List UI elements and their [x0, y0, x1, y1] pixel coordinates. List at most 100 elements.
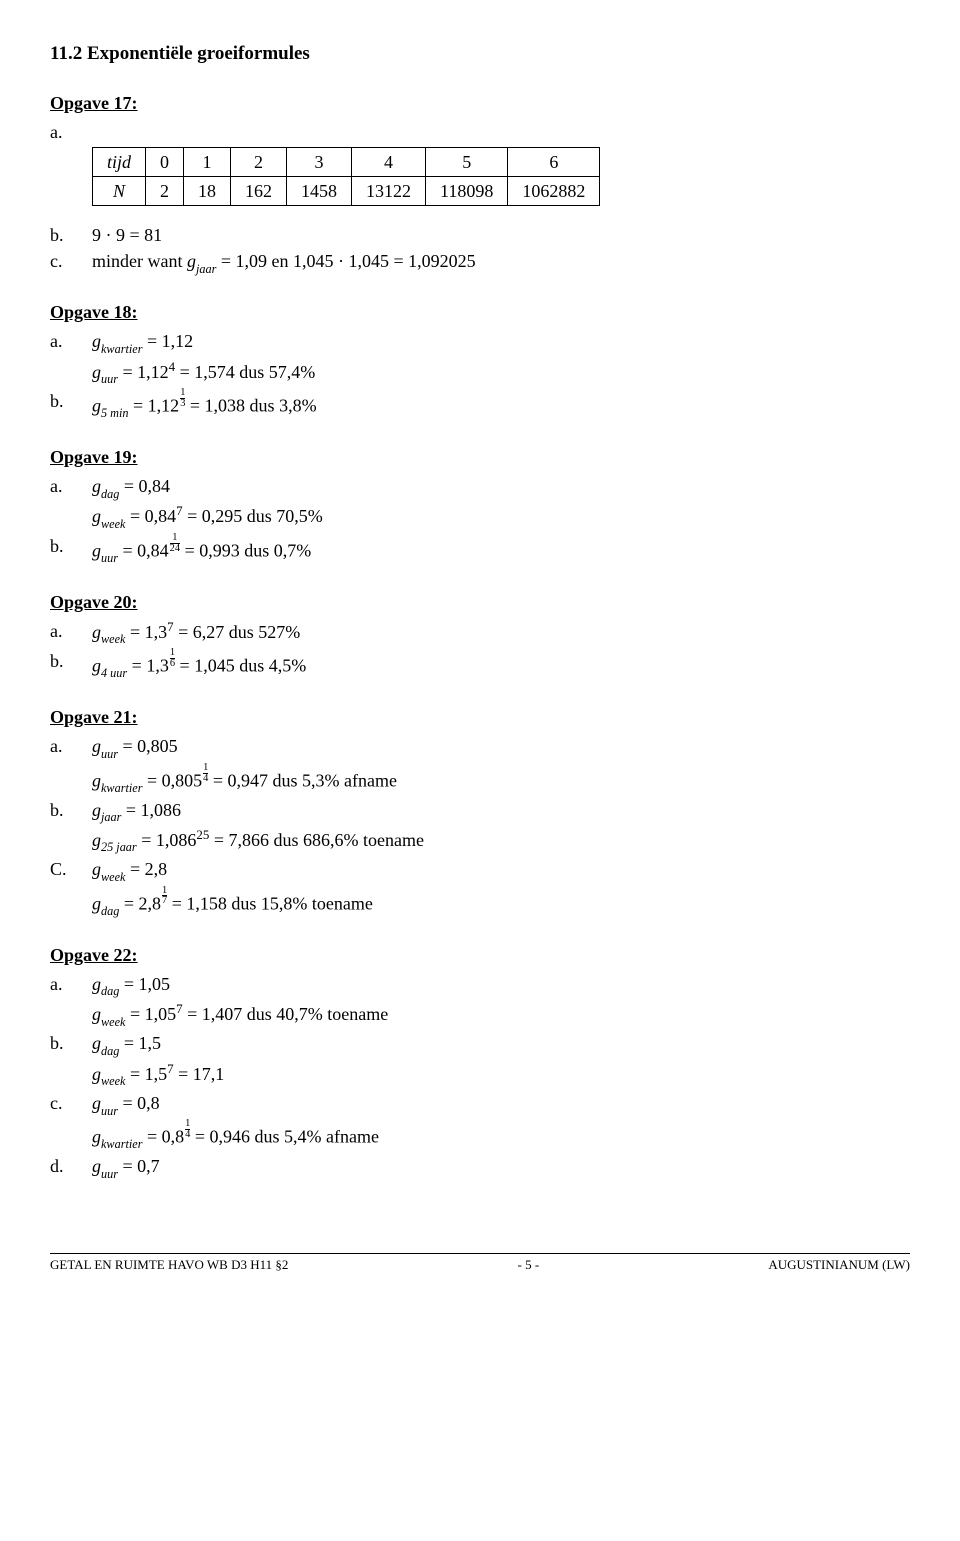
answer-letter: c.: [50, 248, 92, 274]
answer-letter: b.: [50, 533, 92, 559]
text: = 0,805: [118, 736, 178, 756]
opg22-c: c. guur = 0,8: [50, 1090, 910, 1119]
answer-body: guur = 0,805: [92, 733, 910, 762]
text: = 6,27 dus 527%: [174, 622, 301, 642]
subscript: uur: [101, 551, 118, 565]
answer-letter: a.: [50, 733, 92, 759]
text: = 1,09 en 1,045 · 1,045 = 1,092025: [216, 251, 475, 271]
subscript: kwartier: [101, 342, 142, 356]
text: = 1,05: [125, 1004, 176, 1024]
opg17-a: a.: [50, 119, 910, 145]
var-g: g: [92, 1064, 101, 1084]
var-g: g: [92, 830, 101, 850]
opg22-b-line2: gweek = 1,57 = 17,1: [50, 1060, 910, 1090]
section-title: 11.2 Exponentiële groeiformules: [50, 40, 910, 68]
table-cell: 2: [231, 147, 287, 176]
footer-left: GETAL EN RUIMTE HAVO WB D3 H11 §2: [50, 1256, 288, 1275]
opg21-a: a. guur = 0,805: [50, 733, 910, 762]
table-cell: tijd: [93, 147, 146, 176]
text: = 17,1: [174, 1064, 225, 1084]
answer-letter: b.: [50, 1030, 92, 1056]
answer-body: minder want gjaar = 1,09 en 1,045 · 1,04…: [92, 248, 910, 277]
table-cell: 1: [184, 147, 231, 176]
answer-body: gkwartier = 1,12: [92, 328, 910, 357]
opg22-d: d. guur = 0,7: [50, 1153, 910, 1182]
text: = 1,038 dus 3,8%: [185, 396, 316, 416]
subscript: jaar: [196, 262, 216, 276]
var-g: g: [92, 1093, 101, 1113]
subscript: dag: [101, 984, 119, 998]
opg20-a: a. gweek = 1,37 = 6,27 dus 527%: [50, 618, 910, 648]
text: = 1,05: [119, 974, 170, 994]
var-g: g: [92, 1127, 101, 1147]
var-g: g: [92, 800, 101, 820]
var-g: g: [92, 893, 101, 913]
table-cell: 18: [184, 176, 231, 205]
opg18-b: b. g5 min = 1,1213 = 1,038 dus 3,8%: [50, 388, 910, 422]
answer-letter: a.: [50, 473, 92, 499]
answer-letter: C.: [50, 856, 92, 882]
opg20-b: b. g4 uur = 1,316 = 1,045 dus 4,5%: [50, 648, 910, 682]
page-footer: GETAL EN RUIMTE HAVO WB D3 H11 §2 - 5 - …: [50, 1253, 910, 1275]
table-cell: 118098: [426, 176, 508, 205]
fraction-superscript: 124: [170, 533, 180, 554]
opg19-a: a. gdag = 0,84: [50, 473, 910, 502]
opg17-table: tijd 0 1 2 3 4 5 6 N 2 18 162 1458 13122…: [92, 147, 600, 206]
text: = 0,946 dus 5,4% afname: [190, 1127, 379, 1147]
opg18-a-line2: guur = 1,124 = 1,574 dus 57,4%: [50, 358, 910, 388]
denominator: 24: [170, 543, 180, 554]
table-row: tijd 0 1 2 3 4 5 6: [93, 147, 600, 176]
table-cell: 162: [231, 176, 287, 205]
answer-letter: a.: [50, 971, 92, 997]
answer-body: gjaar = 1,086: [92, 797, 910, 826]
var-g: g: [92, 1156, 101, 1176]
opgave-18-title: Opgave 18:: [50, 299, 910, 325]
text: = 0,295 dus 70,5%: [183, 506, 323, 526]
answer-body: gweek = 2,8: [92, 856, 910, 885]
answer-body: gdag = 0,84: [92, 473, 910, 502]
subscript: week: [101, 1074, 125, 1088]
text: = 2,8: [119, 893, 161, 913]
table-cell: 0: [146, 147, 184, 176]
text: = 1,407 dus 40,7% toename: [183, 1004, 389, 1024]
text: = 1,3: [125, 622, 167, 642]
subscript: uur: [101, 1167, 118, 1181]
answer-letter: a.: [50, 119, 92, 145]
text: = 1,3: [127, 656, 169, 676]
var-g: g: [92, 770, 101, 790]
footer-center: - 5 -: [518, 1256, 540, 1275]
var-g: g: [92, 974, 101, 994]
opg21-b: b. gjaar = 1,086: [50, 797, 910, 826]
subscript: kwartier: [101, 781, 142, 795]
text: = 1,086: [121, 800, 181, 820]
subscript: dag: [101, 904, 119, 918]
opg17-b: b. 9 · 9 = 81: [50, 222, 910, 248]
var-g: g: [187, 251, 196, 271]
text: = 1,5: [125, 1064, 167, 1084]
answer-body: g5 min = 1,1213 = 1,038 dus 3,8%: [92, 388, 910, 422]
answer-letter: b.: [50, 797, 92, 823]
text: = 0,8: [142, 1127, 184, 1147]
answer-letter: d.: [50, 1153, 92, 1179]
table-cell: 5: [426, 147, 508, 176]
text: = 7,866 dus 686,6% toename: [209, 830, 424, 850]
opg18-a: a. gkwartier = 1,12: [50, 328, 910, 357]
answer-body: gdag = 1,05: [92, 971, 910, 1000]
text: = 0,84: [118, 540, 169, 560]
superscript: 25: [196, 827, 209, 842]
subscript: 5 min: [101, 406, 129, 420]
opgave-20-title: Opgave 20:: [50, 589, 910, 615]
text: = 0,8: [118, 1093, 160, 1113]
answer-body: guur = 0,84124 = 0,993 dus 0,7%: [92, 533, 910, 567]
subscript: jaar: [101, 810, 121, 824]
subscript: dag: [101, 1044, 119, 1058]
opgave-22-title: Opgave 22:: [50, 942, 910, 968]
text: = 2,8: [125, 859, 167, 879]
answer-body: gweek = 1,37 = 6,27 dus 527%: [92, 618, 910, 648]
opg22-b: b. gdag = 1,5: [50, 1030, 910, 1059]
table-cell: N: [93, 176, 146, 205]
table-cell: 4: [352, 147, 426, 176]
subscript: week: [101, 870, 125, 884]
var-g: g: [92, 622, 101, 642]
var-g: g: [92, 506, 101, 526]
